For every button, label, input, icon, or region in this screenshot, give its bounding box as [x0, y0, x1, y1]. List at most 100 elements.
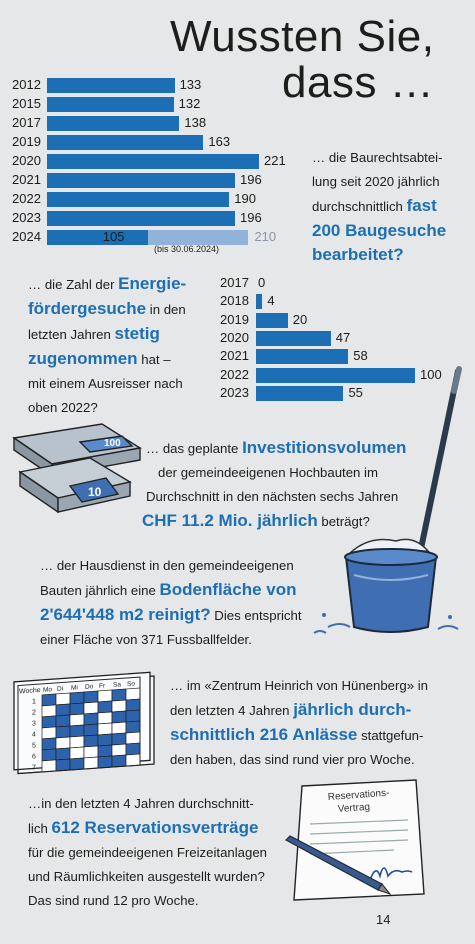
hausdienst-line-2: Bauten jährlich eine: [40, 583, 156, 598]
invest-post: beträgt?: [321, 514, 370, 529]
baugesuche-line-1: … die Baurechtsabtei-: [312, 150, 443, 165]
calendar-illustration: Woche Mo Di Mi Do Fr Sa So 1 2 3 4 5 6 7: [13, 671, 155, 775]
chart2-year-label: 2022: [220, 366, 249, 382]
text-block-hausdienst: … der Hausdienst in den gemeindeeigenen …: [40, 554, 330, 652]
reservation-line-2: lich: [28, 821, 48, 836]
text-block-energie: … die Zahl der Energie- fördergesuche in…: [28, 272, 208, 420]
chart1-bar: [47, 173, 236, 188]
baugesuche-highlight-2: 200 Baugesuche: [312, 221, 447, 240]
calendar-cell: [97, 744, 113, 758]
invest-line-2: der gemeindeeigenen Hochbauten im: [158, 465, 378, 480]
text-block-baugesuche: … die Baurechtsabtei- lung seit 2020 jäh…: [312, 146, 472, 267]
chart1-value-label: 190: [234, 191, 256, 206]
calendar-cell: [111, 688, 127, 702]
invest-line-1: … das geplante: [146, 441, 239, 456]
hausdienst-line-1: … der Hausdienst in den gemeindeeigenen: [40, 558, 294, 573]
calendar-cell: [125, 731, 141, 745]
calendar-cell: [111, 732, 127, 746]
chart2-value-label: 0: [258, 275, 266, 290]
chart1-bar: [47, 135, 204, 150]
chart2-year-label: 2020: [220, 329, 249, 345]
calendar-cell: [125, 687, 141, 701]
chart1-year-label: 2022: [12, 191, 41, 206]
baugesuche-line-2: lung seit 2020 jährlich: [312, 174, 440, 189]
calendar-header-label: Do: [85, 683, 94, 691]
chart1-bar: [47, 78, 175, 93]
money-label-100: 100: [104, 438, 121, 449]
calendar-cell: [97, 722, 113, 736]
chart1-value-label: 163: [208, 134, 231, 149]
calendar-cell: [55, 758, 71, 772]
calendar-cell: [69, 757, 85, 771]
text-block-zentrum: … im «Zentrum Heinrich von Hünenberg» in…: [170, 674, 470, 772]
calendar-cell: [55, 703, 71, 717]
calendar-cell: [41, 715, 57, 729]
energie-mid-2: letzten Jahren: [28, 327, 111, 342]
chart1-year-label: 2015: [12, 96, 41, 111]
zentrum-highlight-1: jährlich durch-: [293, 700, 412, 719]
calendar-cell: [111, 721, 127, 735]
chart2-value-label: 55: [348, 384, 363, 400]
calendar-cell: [125, 742, 141, 756]
energie-post-3: oben 2022?: [28, 400, 98, 415]
calendar-week-label: 2: [32, 709, 36, 716]
reservation-highlight-1: 612 Reservationsverträge: [51, 818, 259, 837]
calendar-header-label: Sa: [113, 681, 121, 689]
calendar-cell: [55, 736, 71, 750]
title-line-1: Wussten Sie,: [170, 12, 435, 61]
calendar-header-label: So: [127, 680, 135, 688]
calendar-cell: [55, 714, 71, 728]
calendar-cell: [69, 735, 85, 749]
calendar-cell: [83, 712, 99, 726]
calendar-frame: [17, 676, 141, 775]
calendar-week-label: 6: [32, 753, 36, 760]
baugesuche-highlight-3: bearbeitet?: [312, 245, 404, 264]
zentrum-line-1: … im «Zentrum Heinrich von Hünenberg» in: [170, 678, 429, 693]
chart2-value-label: 20: [292, 311, 308, 327]
calendar-cell: [83, 734, 99, 748]
calendar-cell: [97, 711, 113, 725]
zentrum-post: stattgefun-: [361, 728, 424, 743]
calendar-cell: [111, 710, 127, 724]
calendar-header-label: Fr: [99, 682, 106, 689]
calendar-cell: [69, 746, 85, 760]
chart1-value-label: 221: [264, 153, 286, 168]
calendar-header-label: Woche: [19, 687, 41, 696]
invest-highlight-1: Investitionsvolumen: [242, 438, 407, 457]
energie-highlight-4: zugenommen: [28, 349, 138, 368]
energie-highlight-2: fördergesuche: [28, 299, 147, 318]
hausdienst-post: Dies entspricht: [214, 608, 302, 623]
reservation-line-4: und Räumlichkeiten ausgestellt wurden?: [28, 869, 265, 884]
chart1-year-label: 2020: [12, 153, 41, 168]
reservation-line-5: Das sind rund 12 pro Woche.: [28, 893, 199, 908]
energie-post-2: mit einem Ausreisser nach: [28, 376, 183, 391]
energie-line-1: … die Zahl der: [28, 277, 115, 292]
chart2-bar: [256, 330, 331, 346]
chart2-value-label: 100: [420, 366, 442, 382]
calendar-cell: [69, 691, 85, 705]
chart1-year-label: 2021: [12, 172, 41, 187]
calendar-week-label: 3: [32, 720, 36, 727]
mop-bucket-illustration: [313, 366, 462, 634]
text-block-invest: … das geplante Investitionsvolumen der g…: [142, 436, 456, 534]
chart1-value-label: 133: [179, 77, 202, 92]
hausdienst-highlight-1: Bodenfläche von: [159, 580, 297, 599]
zentrum-line-2: den letzten 4 Jahren: [170, 703, 290, 718]
calendar-header-label: Mi: [71, 684, 78, 691]
chart2-year-label: 2018: [220, 293, 249, 309]
calendar-cell: [55, 692, 71, 706]
calendar-cell: [97, 700, 113, 714]
calendar-cell: [41, 693, 57, 707]
calendar-header-label: Mo: [43, 686, 52, 694]
chart2-bar: [256, 294, 263, 310]
calendar-cell: [41, 726, 57, 740]
calendar-cell: [69, 713, 85, 727]
energie-highlight-1: Energie-: [118, 274, 187, 293]
calendar-cell: [83, 756, 99, 770]
calendar-header-label: Di: [57, 685, 63, 692]
chart1-value-label: 132: [178, 96, 201, 111]
calendar-week-label: 1: [32, 698, 36, 705]
contract-title-2: Vertrag: [337, 802, 370, 815]
calendar-grid: Woche Mo Di Mi Do Fr Sa So 1 2 3 4 5 6 7: [17, 676, 141, 775]
chart1-value-label: 196: [240, 172, 262, 187]
